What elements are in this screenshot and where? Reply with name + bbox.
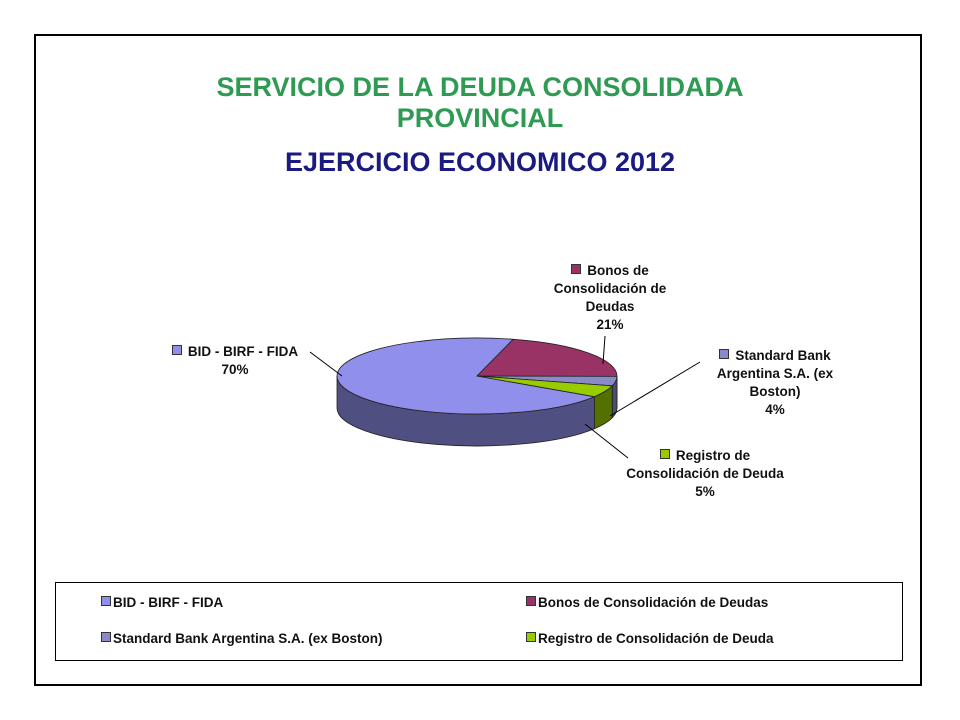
leader-lines	[309, 335, 701, 459]
leader-line	[309, 351, 343, 377]
label-swatch	[659, 449, 670, 459]
slice	[336, 337, 596, 447]
label-value: 21%	[596, 317, 624, 332]
chart-title: SERVICIO DE LA DEUDA CONSOLIDADA PROVINC…	[216, 72, 744, 133]
leader-line	[602, 335, 606, 365]
slice-top	[476, 375, 614, 398]
data-label: Registro de Consolidación de Deuda 5%	[625, 447, 785, 501]
legend-label: Standard Bank Argentina S.A. (ex Boston)	[113, 631, 383, 646]
slice	[476, 375, 614, 430]
legend-label: BID - BIRF - FIDA	[113, 595, 224, 610]
legend-label: Registro de Consolidación de Deuda	[538, 631, 774, 646]
slice-top	[336, 337, 596, 415]
label-category: Bonos de Consolidación de Deudas	[553, 263, 667, 314]
chart-subtitle: EJERCICIO ECONOMICO 2012	[284, 147, 676, 177]
legend-entry: Registro de Consolidación de Deuda	[526, 631, 774, 646]
legend-swatch	[101, 632, 111, 642]
label-category: Registro de Consolidación de Deuda	[626, 448, 784, 481]
legend-swatch	[526, 632, 536, 642]
label-value: 4%	[765, 402, 785, 417]
pie	[336, 337, 618, 447]
legend-entry: Standard Bank Argentina S.A. (ex Boston)	[101, 631, 383, 646]
label-category: Standard Bank Argentina S.A. (ex Boston)	[716, 348, 834, 399]
label-category: BID - BIRF - FIDA	[187, 344, 299, 359]
legend-swatch	[101, 596, 111, 606]
label-value: 70%	[221, 362, 249, 377]
chart-frame	[34, 34, 922, 686]
slice-top	[476, 338, 618, 377]
leader-line	[609, 361, 701, 417]
data-label: Bonos de Consolidación de Deudas 21%	[535, 262, 685, 334]
legend-label: Bonos de Consolidación de Deudas	[538, 595, 769, 610]
legend-entry: Bonos de Consolidación de Deudas	[526, 595, 768, 610]
label-swatch	[719, 349, 730, 359]
label-swatch	[571, 264, 582, 274]
data-label: Standard Bank Argentina S.A. (ex Boston)…	[700, 347, 850, 419]
legend: BID - BIRF - FIDA Bonos de Consolidación …	[55, 582, 903, 661]
legend-entry: BID - BIRF - FIDA	[101, 595, 223, 610]
data-label: BID - BIRF - FIDA 70%	[145, 343, 325, 379]
label-value: 5%	[695, 484, 715, 499]
leader-line	[584, 423, 629, 459]
label-swatch	[171, 345, 182, 355]
legend-swatch	[526, 596, 536, 606]
